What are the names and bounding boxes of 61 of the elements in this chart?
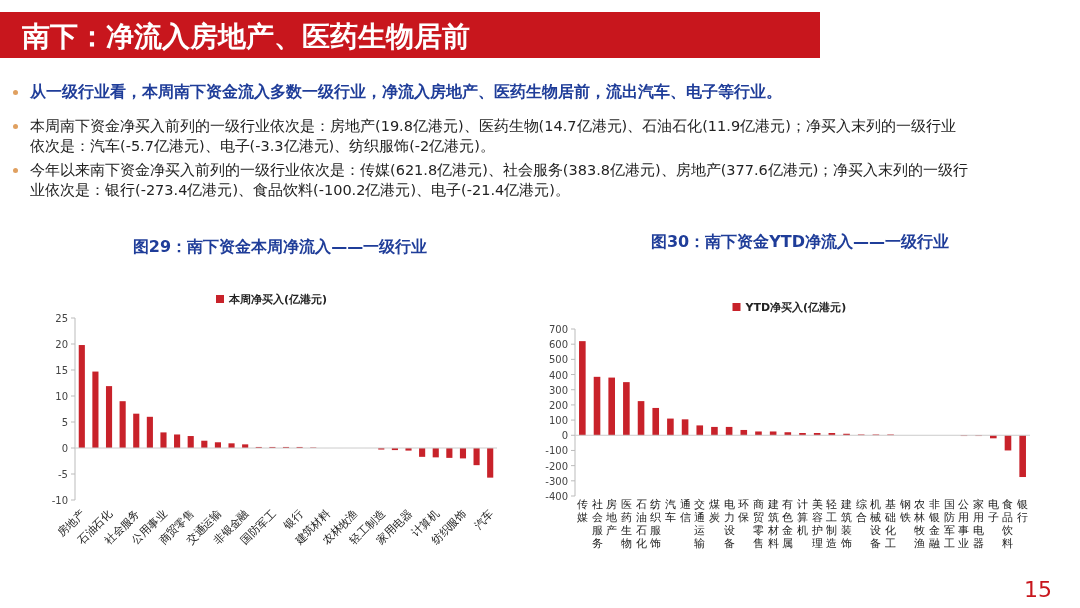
x-tick-label: 交通运输: [694, 498, 706, 550]
x-tick-label: 公用事业: [958, 498, 970, 550]
y-tick-label: 700: [548, 324, 568, 335]
x-tick-label: 纺织服饰: [649, 498, 662, 550]
x-tick-label: 建筑装饰: [840, 498, 853, 550]
x-tick-label: 石油石化: [635, 498, 647, 550]
legend-label: 本周净买入(亿港元): [228, 293, 328, 306]
x-tick-label: 汽车: [471, 506, 497, 532]
x-tick-label: 基础化工: [884, 498, 897, 550]
x-tick-label: 机械设备: [870, 498, 882, 550]
text: 本周南下资金净买入前列的一级行业依次是：房地产(19.8亿港元)、医药生物(14.7亿港元)、石油石化(11.9亿港元)；净买入末列的一级行业依次是：汽车(-5.7亿港元)、电子(-3.3亿港元)、纺织服饰(-2亿港元)。: [30, 118, 956, 154]
x-tick-label: 传媒: [576, 498, 588, 524]
x-tick-label: 商贸零售: [752, 498, 764, 550]
y-tick-label: 0: [561, 430, 568, 442]
y-tick-label: 300: [548, 384, 568, 396]
x-tick-label: 电力设备: [723, 498, 735, 550]
x-tick-label: 通信: [679, 498, 691, 524]
x-tick-label: 钢铁: [898, 498, 911, 524]
x-tick-label: 有色金属: [782, 498, 794, 550]
x-tick-label: 煤炭: [708, 498, 720, 524]
x-tick-label: 综合: [855, 498, 867, 524]
y-tick-label: -400: [545, 491, 568, 502]
x-tick-label: 轻工制造: [826, 498, 838, 550]
legend-label: YTD净买入(亿港元): [744, 301, 847, 314]
y-tick-label: 0: [61, 443, 68, 454]
y-tick-label: 500: [548, 354, 568, 366]
x-tick-label: 医药生物: [620, 498, 632, 550]
x-tick-label: 美容护理: [810, 498, 823, 550]
chart-title: 图29：南下资金本周净流入——一级行业: [132, 237, 428, 256]
x-tick-label: 建筑材料: [766, 498, 779, 550]
x-tick-label: 环保: [738, 498, 750, 524]
x-tick-label: 电子: [987, 498, 999, 524]
text: 15: [1024, 577, 1052, 602]
x-tick-label: 计算机: [797, 498, 808, 537]
text: 南下：净流入房地产、医药生物居前: [22, 19, 470, 55]
y-tick-label: -100: [545, 445, 568, 457]
x-tick-label: 食品饮料: [1001, 498, 1014, 550]
y-tick-label: 25: [55, 313, 68, 324]
y-tick-label: 5: [61, 417, 68, 428]
y-tick-label: 20: [55, 339, 68, 350]
x-tick-label: 国防军工: [943, 498, 955, 550]
y-tick-label: 15: [55, 365, 68, 376]
x-tick-label: 银行: [1016, 498, 1029, 524]
text: 从一级行业看，本周南下资金流入多数一级行业，净流入房地产、医药生物居前，流出汽车、电子等行业。: [30, 82, 782, 101]
x-tick-label: 家用电器: [973, 498, 985, 550]
y-tick-label: -300: [545, 475, 568, 487]
y-tick-label: -10: [51, 495, 68, 506]
y-tick-label: -5: [58, 469, 68, 480]
x-tick-label: 农林牧渔: [913, 498, 926, 550]
x-tick-label: 非银金融: [928, 498, 941, 550]
y-tick-label: 400: [548, 369, 568, 381]
x-tick-label: 汽车: [664, 498, 676, 524]
x-tick-label: 房地产: [605, 498, 618, 537]
y-tick-label: 10: [55, 391, 68, 402]
y-tick-label: 600: [548, 339, 568, 351]
y-tick-label: -200: [545, 460, 568, 472]
text: 今年以来南下资金净买入前列的一级行业依次是：传媒(621.8亿港元)、社会服务(383.8亿港元)、房地产(377.6亿港元)；净买入末列的一级行业依次是：银行(-273.4亿港元)、食品饮料(-100.2亿港元)、电子(-21.4亿港元)。: [30, 162, 969, 198]
x-tick-label: 社会服务: [591, 498, 603, 550]
y-tick-label: 200: [548, 399, 568, 411]
y-tick-label: 100: [548, 415, 568, 427]
chart-title: 图30：南下资金YTD净流入——一级行业: [650, 232, 950, 251]
